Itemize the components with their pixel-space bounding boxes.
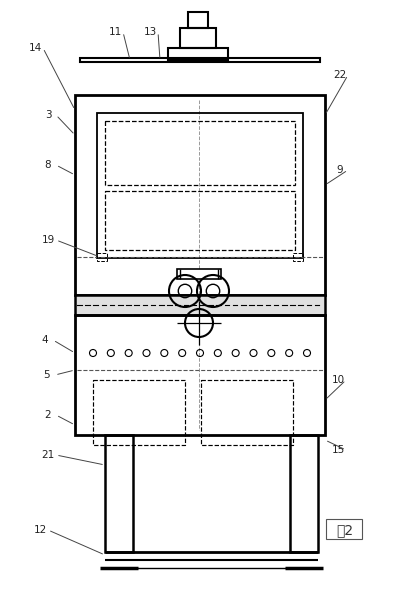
- Bar: [105, 435, 133, 552]
- Bar: [97, 113, 303, 258]
- Text: 11: 11: [108, 27, 122, 37]
- Text: 15: 15: [332, 445, 345, 455]
- Text: 图2: 图2: [336, 523, 353, 537]
- Bar: [80, 58, 320, 62]
- Bar: [188, 12, 208, 28]
- Text: 22: 22: [334, 70, 347, 80]
- Text: 13: 13: [143, 27, 157, 37]
- Bar: [97, 253, 107, 261]
- Text: 21: 21: [41, 450, 55, 460]
- Text: 2: 2: [45, 410, 51, 420]
- Text: 8: 8: [45, 160, 51, 170]
- Text: 14: 14: [28, 43, 42, 53]
- Text: 4: 4: [42, 335, 48, 345]
- Text: 3: 3: [45, 110, 51, 120]
- Bar: [168, 48, 228, 60]
- Text: 5: 5: [44, 370, 50, 380]
- Text: 9: 9: [337, 165, 343, 175]
- Bar: [105, 121, 295, 185]
- Text: 19: 19: [41, 235, 55, 245]
- Bar: [75, 315, 325, 435]
- Bar: [326, 519, 362, 539]
- Bar: [201, 380, 293, 445]
- Bar: [177, 269, 221, 279]
- Bar: [290, 435, 318, 552]
- Bar: [93, 380, 185, 445]
- Text: 10: 10: [332, 375, 345, 385]
- Bar: [75, 95, 325, 295]
- Bar: [180, 28, 216, 48]
- Text: 12: 12: [33, 525, 47, 535]
- Bar: [75, 295, 325, 315]
- Bar: [293, 253, 303, 261]
- Bar: [105, 191, 295, 250]
